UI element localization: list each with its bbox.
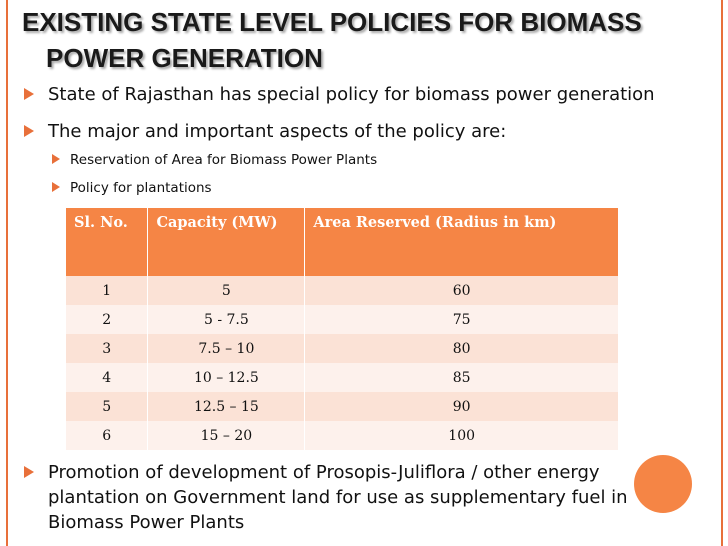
bullet-policy-aspects: The major and important aspects of the p… (24, 119, 714, 144)
cell-capacity: 12.5 – 15 (147, 392, 306, 421)
table-row: 5 12.5 – 15 90 (66, 392, 619, 421)
sub-bullet-arrow-icon (52, 154, 60, 164)
cell-sl-no: 2 (66, 305, 149, 334)
bullet-arrow-icon (24, 125, 34, 137)
cell-sl-no: 1 (66, 276, 149, 305)
bullet-line-1: Promotion of development of Prosopis-Jul… (48, 462, 600, 483)
cell-capacity: 5 - 7.5 (147, 305, 306, 334)
bullet-text: State of Rajasthan has special policy fo… (48, 84, 655, 105)
bullet-arrow-icon (24, 466, 34, 478)
bullet-line-2: plantation on Government land for use as… (48, 487, 628, 508)
table-row: 2 5 - 7.5 75 (66, 305, 619, 334)
bullet-line-3: Biomass Power Plants (48, 512, 245, 533)
cell-area: 100 (304, 421, 619, 450)
cell-sl-no: 3 (66, 334, 149, 363)
header-capacity: Capacity (MW) (147, 208, 306, 276)
header-area-reserved: Area Reserved (Radius in km) (304, 208, 619, 276)
cell-area: 85 (304, 363, 619, 392)
cell-capacity: 5 (147, 276, 306, 305)
sub-bullet-text: Policy for plantations (70, 180, 212, 196)
sub-bullet-reservation: Reservation of Area for Biomass Power Pl… (52, 150, 652, 170)
header-sl-no: Sl. No. (66, 208, 149, 276)
left-border-line (6, 0, 8, 546)
cell-area: 80 (304, 334, 619, 363)
slide-title: EXISTING STATE LEVEL POLICIES FOR BIOMAS… (22, 4, 672, 76)
cell-capacity: 7.5 – 10 (147, 334, 306, 363)
bullet-text: The major and important aspects of the p… (48, 121, 507, 142)
cell-sl-no: 5 (66, 392, 149, 421)
table-header-row: Sl. No. Capacity (MW) Area Reserved (Rad… (66, 208, 619, 276)
cell-capacity: 15 – 20 (147, 421, 306, 450)
sub-bullet-plantations: Policy for plantations (52, 178, 652, 198)
sub-bullet-arrow-icon (52, 182, 60, 192)
right-border-line (721, 0, 723, 546)
cell-area: 90 (304, 392, 619, 421)
cell-sl-no: 4 (66, 363, 149, 392)
capacity-area-table: Sl. No. Capacity (MW) Area Reserved (Rad… (66, 208, 619, 450)
table-row: 3 7.5 – 10 80 (66, 334, 619, 363)
table-row: 1 5 60 (66, 276, 619, 305)
bullet-prosopis-promotion: Promotion of development of Prosopis-Jul… (24, 460, 714, 535)
title-line-1: EXISTING STATE LEVEL POLICIES FOR BIOMAS… (22, 7, 642, 37)
cell-area: 75 (304, 305, 619, 334)
cell-capacity: 10 – 12.5 (147, 363, 306, 392)
table-row: 4 10 – 12.5 85 (66, 363, 619, 392)
table-row: 6 15 – 20 100 (66, 421, 619, 450)
cell-area: 60 (304, 276, 619, 305)
bullet-arrow-icon (24, 88, 34, 100)
title-line-2: POWER GENERATION (46, 43, 323, 73)
sub-bullet-text: Reservation of Area for Biomass Power Pl… (70, 152, 378, 168)
bullet-rajasthan-policy: State of Rajasthan has special policy fo… (24, 82, 714, 107)
cell-sl-no: 6 (66, 421, 149, 450)
decorative-circle (634, 455, 692, 513)
